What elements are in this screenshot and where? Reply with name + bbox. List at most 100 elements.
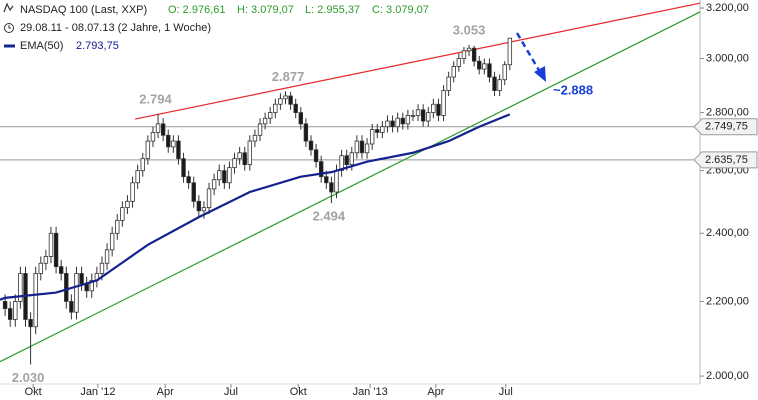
candle [247,135,253,171]
candle-body [303,123,309,142]
candle [400,112,405,130]
candle [426,107,431,127]
candle-body [405,114,411,125]
candle-body [206,188,212,209]
y-tick-label: 3.200,00 [706,2,749,14]
candle-body [364,143,370,154]
candle-body [385,120,390,128]
level-label-box [693,118,758,136]
level-label-box [693,151,758,169]
candle-body [262,117,268,125]
candle [288,91,293,110]
candle-body [160,123,166,136]
candle-body [191,182,196,202]
candle-body [232,158,237,169]
candle-body [278,98,283,105]
candle-body [58,266,64,274]
candle-body [298,112,304,125]
candle-body [130,182,135,202]
candle-body [441,90,446,116]
candle-body [48,232,54,257]
ema-line [0,113,511,301]
candle-body [466,47,472,52]
candle [441,85,446,122]
candle [186,170,191,189]
candle [492,71,497,96]
candle [283,91,288,105]
clock-hand [8,25,11,29]
candle [166,129,171,153]
candle [160,118,166,142]
candle [466,44,472,56]
candle [405,109,411,130]
candle-body [125,200,130,209]
candle [487,58,492,83]
candle-body [451,66,456,78]
candle [84,276,89,298]
chart-title: NASDAQ 100 (Last, XXP) [20,4,147,16]
candle [415,104,421,122]
candle-body [176,140,181,160]
peak-annotation: 2.794 [139,92,172,107]
candle [436,98,441,122]
candle-body [64,273,69,302]
candle-body [359,140,365,154]
candle-body [222,170,227,184]
candle-body [492,76,497,91]
candle-body [89,279,94,292]
candle [446,71,451,96]
candle-body [380,126,385,133]
candle-body [140,158,145,172]
candle-body [487,63,492,78]
candle-body [410,114,416,117]
candle [135,164,140,189]
candle-body [426,112,431,122]
candle-body [150,132,156,142]
candle-body [257,123,263,136]
candle [278,93,283,110]
candle-body [2,301,8,309]
candle-body [181,158,186,178]
candle [176,135,181,165]
candle-body [324,176,329,184]
candle [94,266,100,288]
header: NASDAQ 100 (Last, XXP) O: 2.976,61 H: 3.… [3,2,429,52]
candle [451,61,456,83]
candle [196,195,202,218]
candle [268,107,273,124]
candle-body [507,37,513,66]
candle-body [43,256,49,264]
candle [7,301,13,327]
candle [211,173,217,196]
candle-body [201,207,207,212]
candle-body [115,219,120,234]
peak-annotation: 3.053 [453,22,486,37]
forecast-arrow [515,32,542,73]
candle-body [13,301,18,320]
candle-body [155,123,161,133]
candle [104,243,110,271]
candle-body [446,76,451,91]
period: 29.08.11 - 08.07.13 (2 Jahre, 1 Woche) [20,22,211,34]
candle-body [477,60,482,70]
candle [191,176,196,208]
candle-body [7,308,13,320]
candle-body [456,58,462,67]
candle [79,266,84,291]
candle-body [273,103,278,113]
trendline [0,11,701,363]
candle [155,114,161,139]
candle-body [33,273,38,328]
candle [130,176,135,208]
candle-body [375,129,380,133]
candle [115,213,120,240]
candle [273,98,278,119]
candle [313,143,319,168]
y-tick-label: 2.200,00 [706,295,749,307]
x-tick-label: Jul [224,386,238,398]
candle-body [431,103,436,113]
candle [354,135,360,159]
candle [150,126,156,147]
candle [74,266,79,320]
